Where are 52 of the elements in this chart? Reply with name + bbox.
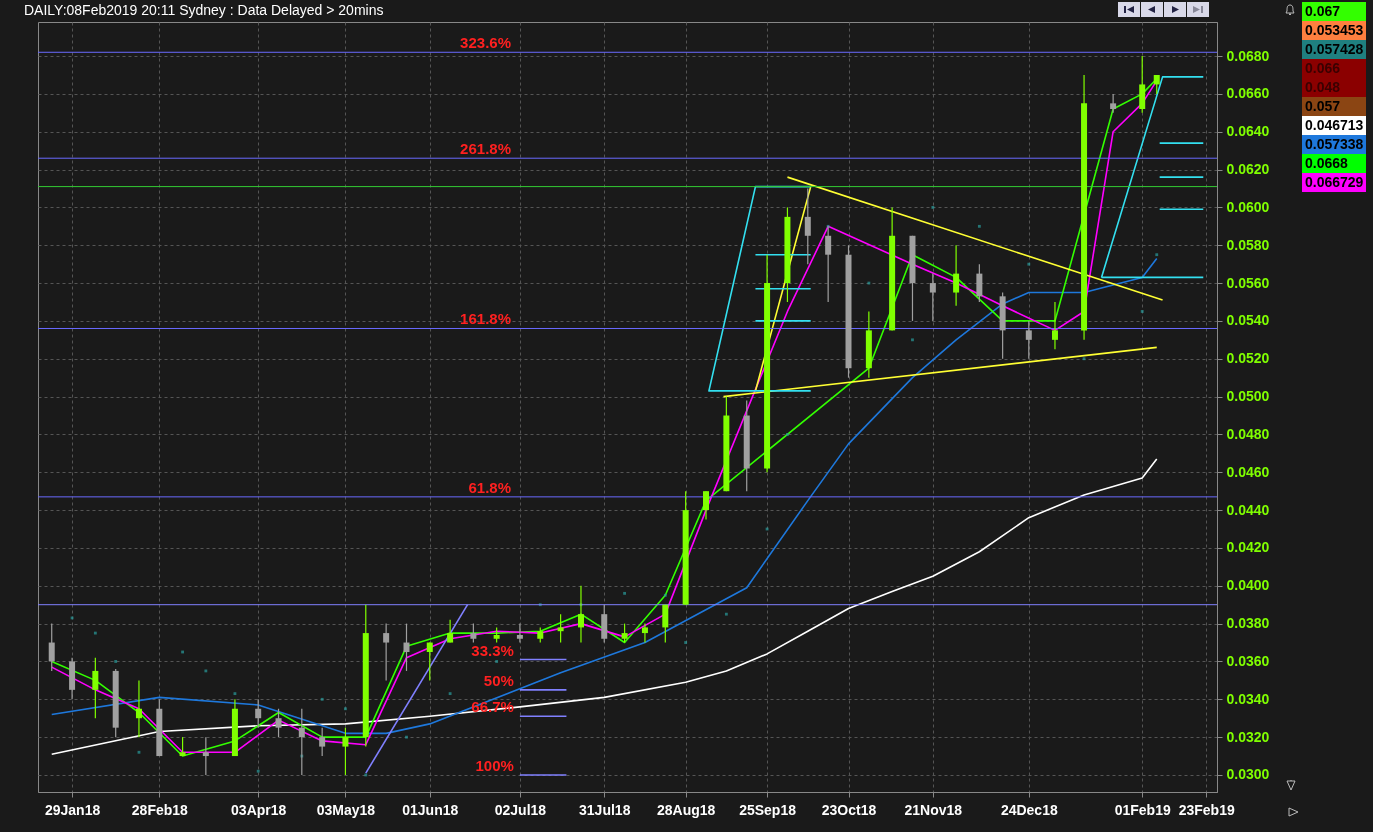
y-tick-label: 0.0660: [1226, 85, 1270, 102]
x-tick-label: 28Aug18: [656, 801, 716, 818]
text: 0.0668: [1302, 154, 1367, 173]
annotation: 100%: [475, 756, 514, 774]
text: 0.048: [1302, 78, 1367, 97]
y-tick-label: 0.0680: [1226, 47, 1270, 64]
annotation: 323.6%: [460, 34, 511, 52]
x-tick-label: 31Jul18: [579, 801, 631, 818]
y-tick-label: 0.0300: [1226, 766, 1270, 783]
y-tick-label: 0.0400: [1226, 577, 1270, 594]
annotation: 161.8%: [460, 310, 511, 328]
y-tick-label: 0.0600: [1226, 198, 1270, 215]
y-tick-label: 0.0440: [1226, 501, 1270, 518]
y-tick-label: 0.0620: [1226, 161, 1270, 178]
text: 0.057338: [1302, 135, 1367, 154]
annotation: 33.3%: [471, 641, 514, 659]
y-tick-label: 0.0360: [1226, 652, 1270, 669]
text: 0.057428: [1302, 40, 1367, 59]
text: 0.066: [1302, 59, 1367, 78]
y-tick-label: 0.0640: [1226, 123, 1270, 140]
annotation: 261.8%: [460, 140, 511, 158]
annotation: 50%: [483, 671, 514, 689]
x-tick-label: 03May18: [316, 801, 376, 818]
y-tick-label: 0.0480: [1226, 425, 1270, 442]
y-tick-label: 0.0520: [1226, 350, 1270, 367]
text: 0.067: [1302, 2, 1367, 21]
x-tick-label: 23Feb19: [1178, 801, 1235, 818]
chart-title: DAILY:08Feb2019 20:11 Sydney : Data Delayed > 20mins: [24, 2, 384, 18]
x-tick-label: 02Jul18: [494, 801, 547, 818]
x-tick-label: 01Feb19: [1114, 801, 1171, 818]
y-tick-label: 0.0580: [1226, 236, 1270, 253]
text: 0.053453: [1302, 21, 1367, 40]
x-tick-label: 24Dec18: [1000, 801, 1058, 818]
y-tick-label: 0.0460: [1226, 463, 1270, 480]
text: 0.046713: [1302, 116, 1367, 135]
y-tick-label: 0.0340: [1226, 690, 1270, 707]
text: 0.066729: [1302, 173, 1367, 192]
x-tick-label: 21Nov18: [904, 801, 963, 818]
y-tick-label: 0.0540: [1226, 312, 1270, 329]
y-tick-label: 0.0380: [1226, 615, 1270, 632]
annotation: 61.8%: [468, 478, 511, 496]
text: 0.057: [1302, 97, 1367, 116]
y-tick-label: 0.0500: [1226, 388, 1270, 405]
y-tick-label: 0.0320: [1226, 728, 1270, 745]
y-tick-label: 0.0420: [1226, 539, 1270, 556]
x-tick-label: 23Oct18: [821, 801, 877, 818]
x-tick-label: 28Feb18: [131, 801, 189, 818]
x-tick-label: 01Jun18: [402, 801, 459, 818]
x-tick-label: 25Sep18: [739, 801, 797, 818]
x-tick-label: 29Jan18: [44, 801, 101, 818]
x-tick-label: 03Apr18: [231, 801, 287, 818]
y-tick-label: 0.0560: [1226, 274, 1270, 291]
